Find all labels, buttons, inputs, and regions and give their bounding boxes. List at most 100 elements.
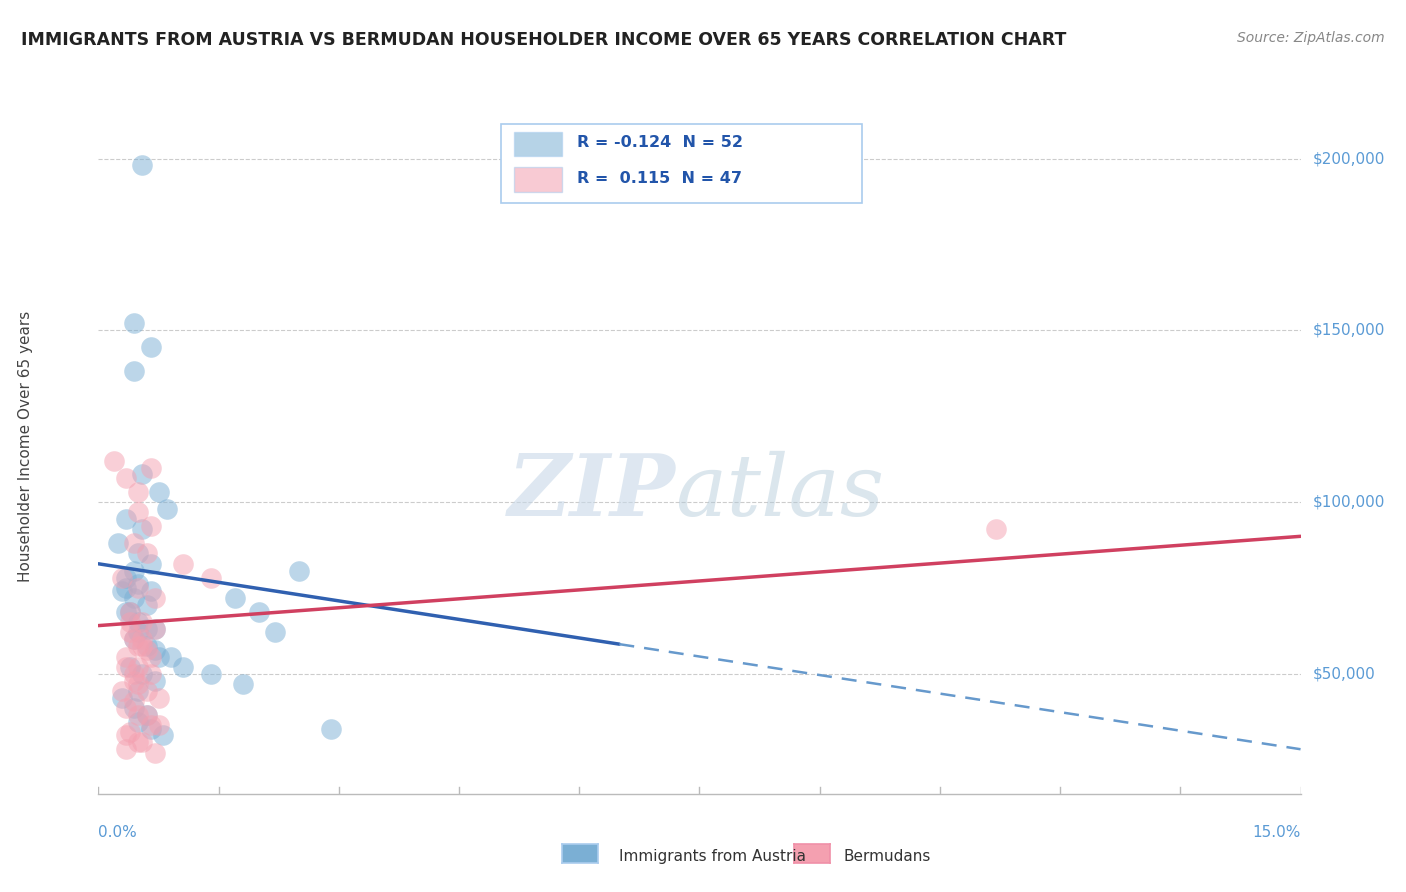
Point <box>115 660 138 674</box>
Text: R = -0.124  N = 52: R = -0.124 N = 52 <box>576 136 742 150</box>
Point <box>143 746 166 760</box>
Point <box>128 625 150 640</box>
Text: 15.0%: 15.0% <box>1253 825 1301 839</box>
Point <box>143 642 166 657</box>
Text: IMMIGRANTS FROM AUSTRIA VS BERMUDAN HOUSEHOLDER INCOME OVER 65 YEARS CORRELATION: IMMIGRANTS FROM AUSTRIA VS BERMUDAN HOUS… <box>21 31 1067 49</box>
Text: $200,000: $200,000 <box>1313 151 1385 166</box>
Point <box>107 536 129 550</box>
Point <box>200 570 222 584</box>
Point <box>139 557 162 571</box>
Point <box>128 505 150 519</box>
Point <box>111 690 134 705</box>
Point <box>135 642 157 657</box>
Point <box>120 605 142 619</box>
Text: $100,000: $100,000 <box>1313 494 1385 509</box>
Point <box>124 666 146 681</box>
Point <box>115 512 138 526</box>
Text: $150,000: $150,000 <box>1313 323 1385 338</box>
Point <box>131 158 153 172</box>
Point <box>172 557 194 571</box>
Point <box>139 718 162 732</box>
Point <box>148 718 170 732</box>
Text: R =  0.115  N = 47: R = 0.115 N = 47 <box>576 171 742 186</box>
Point <box>143 622 166 636</box>
Point <box>139 666 162 681</box>
Point <box>131 523 153 537</box>
Point <box>124 317 146 331</box>
Point <box>111 683 134 698</box>
Text: ZIP: ZIP <box>508 450 675 533</box>
Point <box>131 666 153 681</box>
Point <box>131 639 153 653</box>
Point <box>128 714 150 729</box>
Point <box>148 649 170 664</box>
Point <box>172 660 194 674</box>
Point <box>139 649 162 664</box>
Point <box>139 340 162 354</box>
Point <box>120 625 142 640</box>
Point <box>128 660 150 674</box>
Point <box>124 632 146 647</box>
Point <box>120 660 142 674</box>
Point <box>135 707 157 722</box>
Point <box>131 467 153 482</box>
Point <box>131 632 153 647</box>
Point <box>120 725 142 739</box>
Point <box>128 581 150 595</box>
Point <box>155 501 177 516</box>
Point <box>984 523 1007 537</box>
Point <box>263 625 285 640</box>
Point <box>135 707 157 722</box>
Point <box>128 735 150 749</box>
Point <box>128 484 150 499</box>
Point <box>143 622 166 636</box>
Text: Source: ZipAtlas.com: Source: ZipAtlas.com <box>1237 31 1385 45</box>
Point <box>115 742 138 756</box>
FancyBboxPatch shape <box>501 124 862 203</box>
Point <box>139 584 162 599</box>
Point <box>135 598 157 612</box>
Point <box>131 735 153 749</box>
Point <box>124 364 146 378</box>
Point <box>120 605 142 619</box>
Point <box>115 65 138 79</box>
Text: atlas: atlas <box>675 450 884 533</box>
Point <box>115 729 138 743</box>
Point <box>115 581 138 595</box>
Point <box>247 605 270 619</box>
Point <box>128 683 150 698</box>
Point <box>139 722 162 736</box>
FancyBboxPatch shape <box>515 168 562 192</box>
Point <box>115 701 138 715</box>
Point <box>124 591 146 606</box>
Point <box>139 519 162 533</box>
Point <box>131 615 153 630</box>
Point <box>319 722 342 736</box>
Point <box>200 666 222 681</box>
Point <box>111 570 134 584</box>
Point <box>124 632 146 647</box>
Point <box>287 564 309 578</box>
Point <box>148 484 170 499</box>
Point <box>124 673 146 688</box>
Point <box>152 729 174 743</box>
Point <box>135 622 157 636</box>
Point <box>128 546 150 561</box>
Point <box>115 471 138 485</box>
Point <box>128 707 150 722</box>
Point <box>135 639 157 653</box>
Point <box>143 591 166 606</box>
Point <box>124 694 146 708</box>
Point <box>124 701 146 715</box>
Point <box>120 615 142 630</box>
Point <box>135 546 157 561</box>
Text: 0.0%: 0.0% <box>98 825 138 839</box>
Point <box>139 460 162 475</box>
Point <box>135 683 157 698</box>
Point <box>232 677 254 691</box>
Point <box>143 673 166 688</box>
Point <box>111 584 134 599</box>
Text: Bermudans: Bermudans <box>844 849 931 863</box>
Point <box>159 649 181 664</box>
Point <box>148 690 170 705</box>
